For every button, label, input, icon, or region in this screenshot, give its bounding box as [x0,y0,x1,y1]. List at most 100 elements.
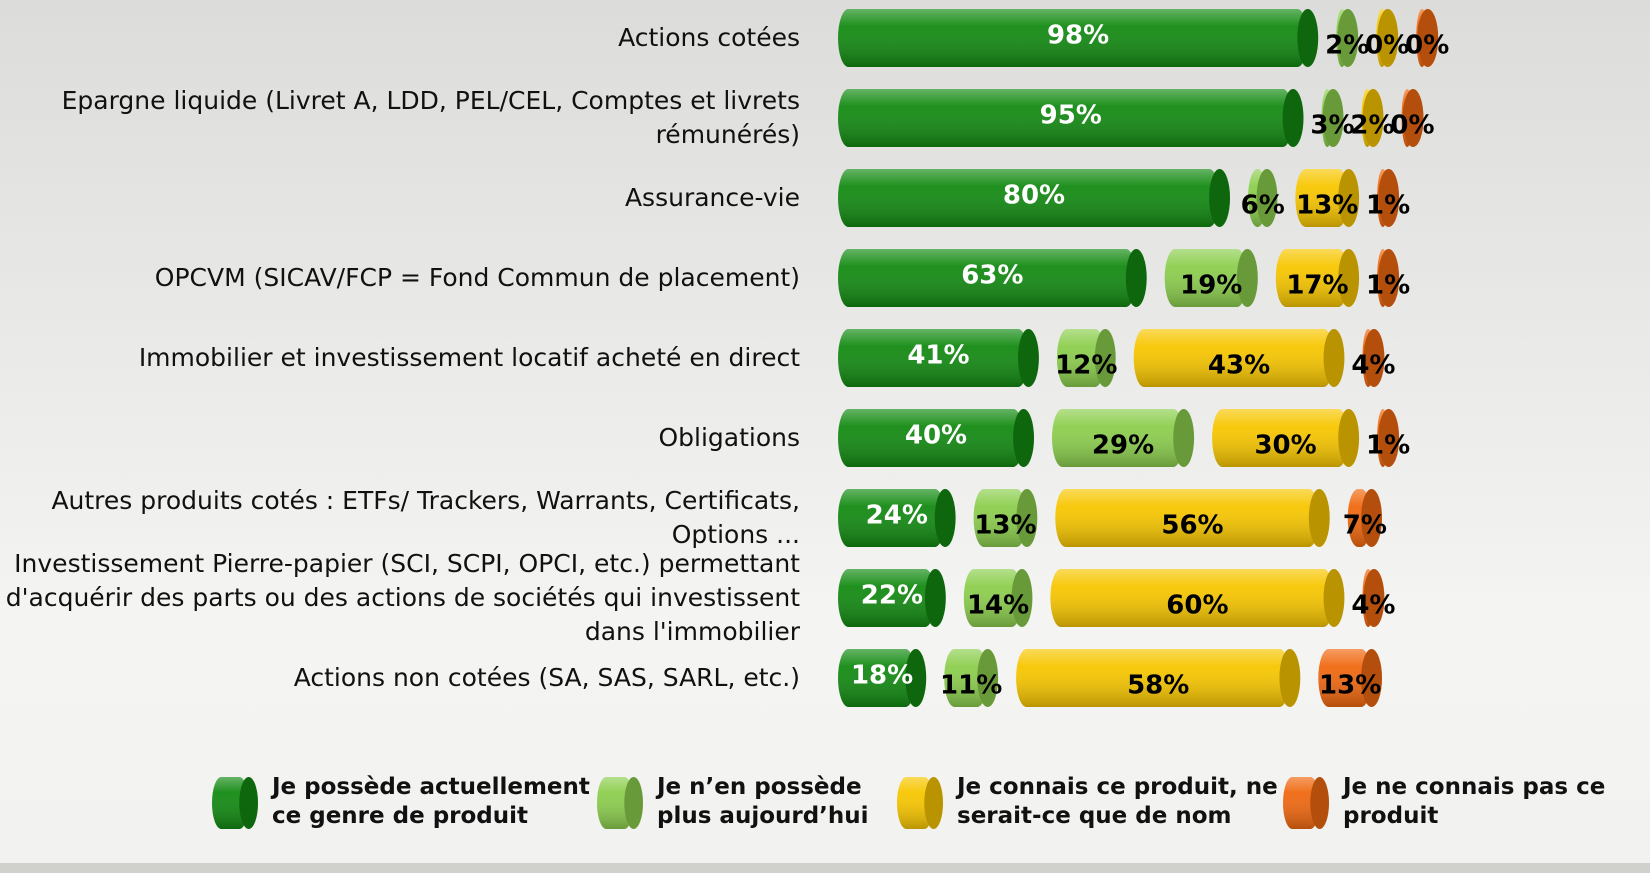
bar-cap [1209,169,1231,227]
bar-cap [1361,649,1383,707]
value-label: 13% [1296,191,1358,221]
segment: 56% [1055,489,1330,547]
bar-cap [1362,89,1384,147]
bar-cap [1173,409,1195,467]
bar-cap-shade [1338,169,1360,227]
value-label: 13% [974,511,1036,541]
category-label: Immobilier et investissement locatif ach… [138,343,800,372]
bar-shade [838,649,916,707]
bar-cap [1308,489,1330,547]
segment: 80% [838,169,1231,227]
bar-cap [1125,249,1147,307]
value-label: 56% [1161,511,1223,541]
bar-cap [1297,9,1319,67]
bar-cap [1016,489,1038,547]
bar-shade [838,329,1029,387]
segment: 0% [1365,9,1409,67]
bar-cap-shade [1011,569,1033,627]
bar-shade [838,89,1294,147]
value-label: 43% [1208,351,1270,381]
segment: 19% [1164,249,1258,307]
bar-cap-shade [1361,489,1383,547]
segment: 0% [1405,9,1449,67]
value-label: 11% [940,671,1002,701]
bar-cap-shade [1417,9,1439,67]
legend-swatch-cap-shade [924,777,943,829]
value-label: 1% [1366,271,1410,301]
bar-cap-shade [1297,9,1319,67]
bar-cap [1323,569,1345,627]
bar-cap [1279,649,1301,707]
category-label: Epargne liquide (Livret A, LDD, PEL/CEL,… [61,86,800,149]
bar-cap-shade [1361,649,1383,707]
bar-cap-shade [1125,249,1147,307]
bar-cap [1361,489,1383,547]
bar-cap-shade [934,489,956,547]
bar-cap-shade [1209,169,1231,227]
bar-shade [1016,649,1290,707]
legend-swatch-shade [897,777,934,829]
bar-cap-shade [1378,169,1400,227]
bar-cap-shade [1322,89,1344,147]
bar-cap [1322,89,1344,147]
bar-cap-shade [1016,489,1038,547]
segment: 95% [838,89,1304,147]
value-label: 1% [1366,191,1410,221]
bar-cap-shade [1282,89,1304,147]
category-label: Actions cotées [618,23,800,52]
legend-swatch-cap-shade [624,777,643,829]
bar-shade [838,9,1308,67]
legend-swatch-cap [624,777,643,829]
segment: 11% [940,649,1002,707]
segment: 13% [1318,649,1383,707]
value-label: 1% [1366,431,1410,461]
bar-cap [1018,329,1039,387]
value-label: 7% [1343,511,1387,541]
legend-label: Je possède actuellement ce genre de prod… [272,774,590,829]
value-label: 18% [851,661,913,691]
value-label: 2% [1350,111,1394,141]
segment: 3% [1310,89,1355,147]
bar-cap-shade [1018,329,1039,387]
bar-shade [1295,169,1349,227]
bar-cap [1338,409,1360,467]
segment: 1% [1366,409,1410,467]
value-label: 13% [1319,671,1381,701]
bar-cap-shade [1337,9,1359,67]
segment: 1% [1366,169,1410,227]
value-label: 80% [1003,181,1065,211]
bar-cap-shade [1256,169,1278,227]
bar-cap [934,489,956,547]
legend-swatch-cap-shade [239,777,258,829]
bar-shade [1050,569,1334,627]
value-label: 4% [1351,591,1395,621]
legend-label: Je connais ce produit, ne serait-ce que … [957,774,1278,829]
bar-shade [1052,409,1184,467]
segment: 13% [1295,169,1360,227]
bar-shade [1164,249,1248,307]
bar-cap-shade [1338,249,1360,307]
segment: 2% [1325,9,1369,67]
bar-cap [1338,169,1360,227]
bar-cap [924,569,946,627]
segment: 18% [838,649,927,707]
bar-cap-shade [1362,89,1384,147]
bar-shade [1133,329,1334,387]
category-label: Actions non cotées (SA, SAS, SARL, etc.) [293,663,800,692]
segment: 40% [838,409,1034,467]
bar-cap-shade [1013,409,1034,467]
bar-shade [838,409,1024,467]
legend-swatch-cap [924,777,943,829]
bar-cap-shade [1308,489,1330,547]
value-label: 58% [1127,671,1189,701]
value-label: 22% [861,581,923,611]
segment: 29% [1052,409,1195,467]
category-label: OPCVM (SICAV/FCP = Fond Commun de placem… [154,263,800,292]
bar-cap-shade [1279,649,1301,707]
segment: 14% [963,569,1033,627]
bar-cap [1378,249,1400,307]
bar-cap [1323,329,1345,387]
bar-cap [1256,169,1278,227]
value-label: 3% [1310,111,1354,141]
